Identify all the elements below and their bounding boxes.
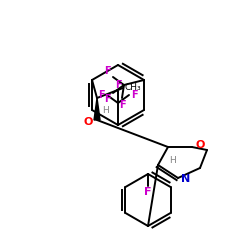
Text: F: F	[104, 66, 111, 76]
Text: F: F	[98, 90, 105, 100]
Text: F: F	[119, 100, 125, 110]
Text: F: F	[104, 94, 111, 104]
Text: O: O	[195, 140, 204, 150]
Text: F: F	[131, 90, 138, 100]
Text: H: H	[169, 156, 176, 165]
Text: CH₃: CH₃	[124, 84, 141, 92]
Text: O: O	[83, 117, 93, 127]
Text: N: N	[181, 174, 190, 184]
Text: H: H	[102, 106, 109, 115]
Text: F: F	[144, 187, 152, 197]
Text: F: F	[115, 80, 121, 90]
Polygon shape	[94, 98, 100, 120]
